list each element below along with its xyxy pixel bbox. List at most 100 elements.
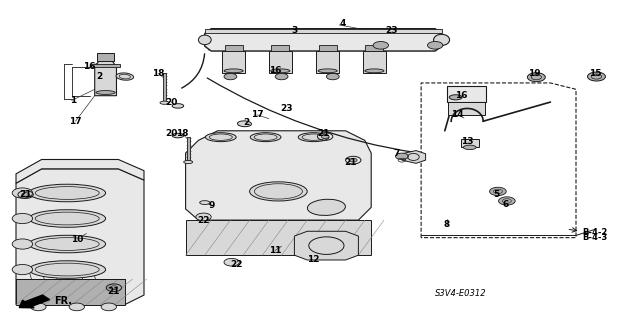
Ellipse shape (365, 69, 384, 73)
Polygon shape (163, 73, 166, 102)
Text: 17: 17 (69, 117, 82, 126)
Text: 8: 8 (444, 220, 450, 229)
Text: 15: 15 (589, 69, 602, 78)
Polygon shape (402, 151, 426, 163)
Circle shape (428, 41, 443, 49)
Circle shape (224, 258, 239, 266)
Text: 2: 2 (243, 118, 250, 127)
Polygon shape (186, 131, 371, 220)
Circle shape (12, 239, 33, 249)
Circle shape (588, 72, 605, 81)
Circle shape (275, 73, 288, 80)
Ellipse shape (184, 160, 193, 164)
Ellipse shape (449, 95, 462, 100)
Polygon shape (448, 102, 485, 115)
Ellipse shape (29, 184, 106, 202)
Text: 1: 1 (70, 96, 77, 105)
Polygon shape (205, 29, 442, 51)
Polygon shape (186, 220, 371, 255)
Text: 9: 9 (208, 201, 214, 210)
Polygon shape (16, 169, 144, 305)
Polygon shape (365, 45, 383, 51)
Polygon shape (16, 279, 125, 305)
Ellipse shape (172, 133, 184, 138)
Text: 23: 23 (385, 26, 398, 35)
Text: B-4-2: B-4-2 (582, 228, 608, 237)
Circle shape (12, 213, 33, 224)
Circle shape (12, 188, 33, 198)
Ellipse shape (250, 182, 307, 201)
Ellipse shape (172, 104, 184, 108)
Circle shape (12, 264, 33, 275)
Text: 5: 5 (493, 190, 499, 199)
Polygon shape (97, 53, 114, 61)
Polygon shape (461, 139, 479, 147)
Text: 4: 4 (339, 19, 346, 28)
Text: 14: 14 (451, 110, 464, 119)
Text: 23: 23 (280, 104, 293, 113)
Ellipse shape (271, 69, 290, 73)
Ellipse shape (116, 73, 134, 80)
Circle shape (224, 73, 237, 80)
Text: 22: 22 (197, 216, 210, 225)
Text: 18: 18 (152, 69, 165, 78)
Ellipse shape (224, 69, 243, 73)
Polygon shape (222, 51, 245, 73)
Circle shape (326, 73, 339, 80)
Circle shape (373, 41, 388, 49)
Text: 21: 21 (344, 158, 357, 167)
Text: B-4-3: B-4-3 (582, 233, 607, 242)
Polygon shape (316, 51, 339, 73)
Ellipse shape (200, 201, 210, 204)
Text: 11: 11 (269, 246, 282, 255)
Text: 21: 21 (317, 130, 330, 138)
Circle shape (527, 73, 545, 82)
Text: 17: 17 (251, 110, 264, 119)
Polygon shape (205, 29, 442, 33)
Text: 13: 13 (461, 137, 474, 146)
Circle shape (69, 303, 84, 311)
Polygon shape (319, 45, 337, 51)
Ellipse shape (29, 261, 106, 278)
Text: 20: 20 (165, 130, 178, 138)
Circle shape (22, 193, 29, 197)
Ellipse shape (205, 133, 236, 142)
Polygon shape (187, 137, 190, 161)
Ellipse shape (298, 133, 329, 142)
Text: 2: 2 (96, 72, 102, 81)
Ellipse shape (198, 35, 211, 45)
Text: 16: 16 (83, 63, 96, 71)
Circle shape (499, 197, 515, 205)
Text: FR.: FR. (54, 296, 72, 307)
Ellipse shape (29, 210, 106, 227)
Text: 21: 21 (19, 190, 32, 199)
Text: 16: 16 (454, 91, 467, 100)
Ellipse shape (237, 121, 252, 127)
Polygon shape (269, 51, 292, 73)
Text: S3V4-E0312: S3V4-E0312 (435, 289, 486, 298)
Circle shape (349, 158, 357, 162)
Text: 19: 19 (528, 69, 541, 78)
Circle shape (321, 135, 329, 138)
Ellipse shape (463, 145, 476, 150)
Ellipse shape (307, 199, 346, 215)
Ellipse shape (318, 69, 337, 73)
Polygon shape (447, 86, 486, 102)
Polygon shape (363, 51, 386, 73)
Circle shape (196, 213, 211, 221)
Polygon shape (271, 45, 289, 51)
Ellipse shape (434, 34, 449, 45)
Text: 18: 18 (176, 130, 189, 138)
Ellipse shape (160, 101, 169, 104)
Polygon shape (91, 64, 120, 67)
Circle shape (110, 286, 118, 290)
Text: 12: 12 (307, 256, 320, 264)
Text: 16: 16 (269, 66, 282, 75)
Text: 22: 22 (230, 260, 243, 269)
Polygon shape (294, 231, 358, 260)
Text: 3: 3 (291, 26, 298, 35)
Ellipse shape (96, 91, 115, 94)
Polygon shape (225, 45, 243, 51)
Text: 7: 7 (394, 149, 400, 158)
Text: 6: 6 (502, 200, 509, 209)
